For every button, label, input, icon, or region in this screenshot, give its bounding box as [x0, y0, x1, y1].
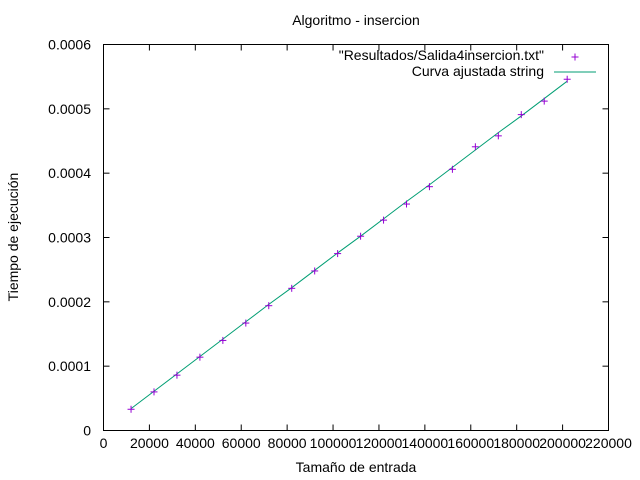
x-tick-label: 220000	[585, 435, 632, 451]
data-point	[127, 405, 135, 413]
data-point	[173, 371, 181, 379]
y-tick-label: 0	[83, 423, 91, 439]
data-point	[403, 200, 410, 208]
y-tick-label: 0.0004	[48, 165, 91, 181]
y-tick-label: 0.0002	[48, 294, 91, 310]
x-tick-label: 120000	[356, 435, 403, 451]
legend: "Resultados/Salida4insercion.txt"Curva a…	[339, 47, 596, 79]
data-point	[334, 250, 342, 258]
y-tick-label: 0.0003	[48, 230, 91, 246]
x-axis-label: Tamaño de entrada	[296, 459, 417, 475]
fit-line-layer	[130, 80, 568, 410]
x-tick-label: 100000	[310, 435, 357, 451]
data-point	[288, 284, 296, 292]
x-tick-label: 80000	[268, 435, 307, 451]
y-tick-label: 0.0005	[48, 101, 91, 117]
x-tick-label: 140000	[402, 435, 449, 451]
x-tick-label: 200000	[539, 435, 586, 451]
data-point	[357, 232, 365, 240]
data-point	[563, 75, 571, 83]
legend-label-fit: Curva ajustada string	[412, 63, 544, 79]
y-axis-ticks: 0 0.0001 0.0002 0.0003 0.0004 0.0005 0.0006	[48, 37, 609, 439]
data-point	[425, 183, 433, 191]
chart-title: Algoritmo - insercion	[292, 12, 420, 28]
data-point	[494, 132, 502, 140]
plot-frame	[103, 44, 609, 431]
data-point	[448, 165, 456, 173]
y-tick-label: 0.0001	[48, 358, 91, 374]
x-tick-label: 180000	[493, 435, 540, 451]
data-point	[219, 336, 227, 344]
data-point	[540, 97, 548, 105]
y-tick-label: 0.0006	[48, 37, 91, 53]
data-point	[517, 111, 525, 119]
data-point	[242, 319, 250, 327]
x-tick-label: 40000	[176, 435, 215, 451]
data-point	[471, 143, 479, 151]
data-point	[265, 302, 273, 310]
legend-label-points: "Resultados/Salida4insercion.txt"	[339, 47, 544, 63]
data-point	[150, 388, 158, 396]
data-point	[196, 353, 204, 361]
x-tick-label: 160000	[447, 435, 494, 451]
data-point	[311, 267, 319, 275]
data-points-layer	[127, 75, 571, 413]
x-axis-ticks: 0 20000 40000 60000 80000 100000 120000 140000 1…	[100, 44, 632, 451]
fit-line	[130, 80, 568, 410]
y-axis-label: Tiempo de ejecución	[5, 173, 21, 302]
x-tick-label: 60000	[222, 435, 261, 451]
x-tick-label: 0	[100, 435, 108, 451]
x-tick-label: 20000	[130, 435, 169, 451]
data-point	[380, 216, 388, 224]
